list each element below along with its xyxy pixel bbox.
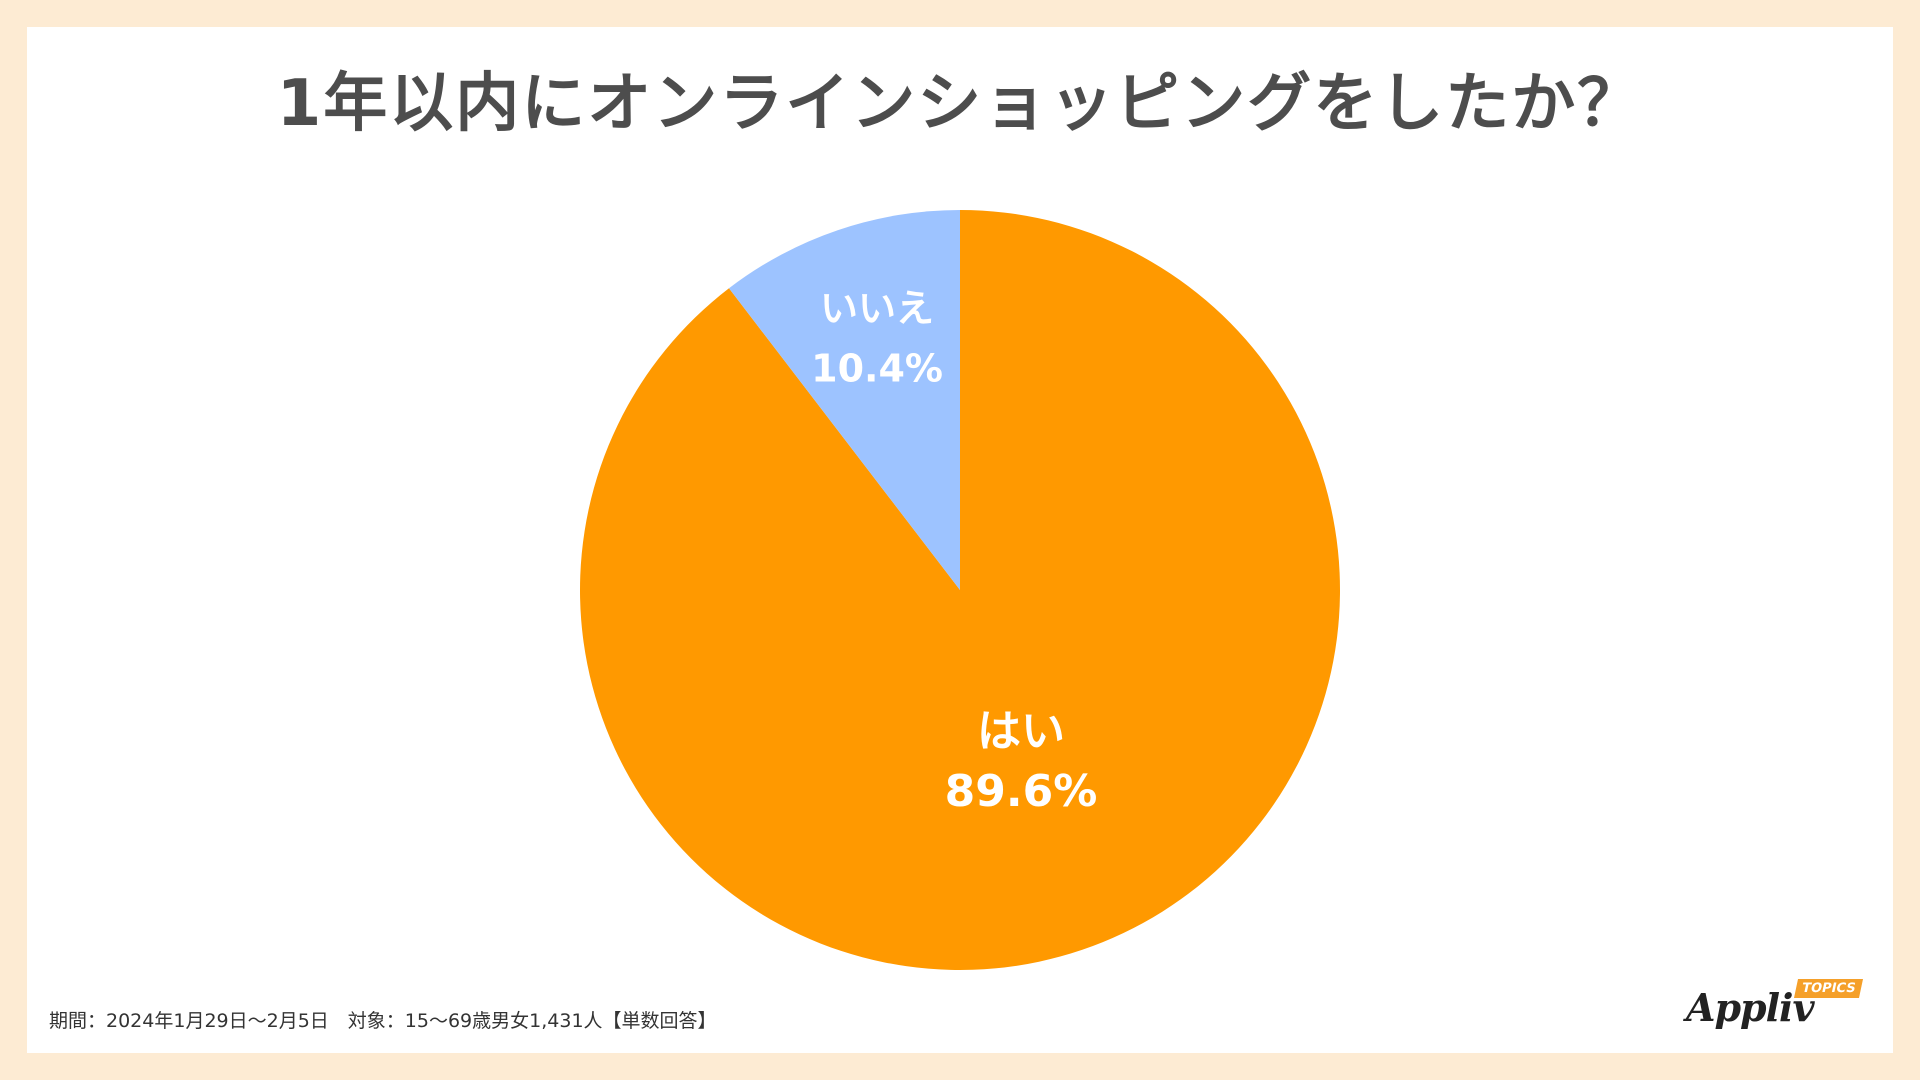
applivtopics-logo[interactable]: Appliv TOPICS	[1682, 975, 1872, 1035]
pie-slice-no	[728, 210, 960, 590]
survey-footnote: 期間：2024年1月29日〜2月5日 対象：15〜69歳男女1,431人【単数回…	[49, 1010, 717, 1032]
pie-labels: はい 89.6% いいえ 10.4%	[811, 286, 1097, 817]
slice-value-yes: 89.6%	[945, 766, 1098, 817]
slice-value-no: 10.4%	[811, 346, 943, 390]
chart-title: 1年以内にオンラインショッピングをしたか？	[276, 67, 1644, 141]
slice-label-yes: はい	[977, 706, 1065, 757]
logo-badge: TOPICS	[1793, 979, 1864, 998]
pie-slice-yes	[580, 210, 1341, 970]
pie-slices	[580, 210, 1341, 970]
slice-label-no: いいえ	[820, 286, 934, 330]
logo-wordmark: Appliv	[1686, 985, 1815, 1030]
